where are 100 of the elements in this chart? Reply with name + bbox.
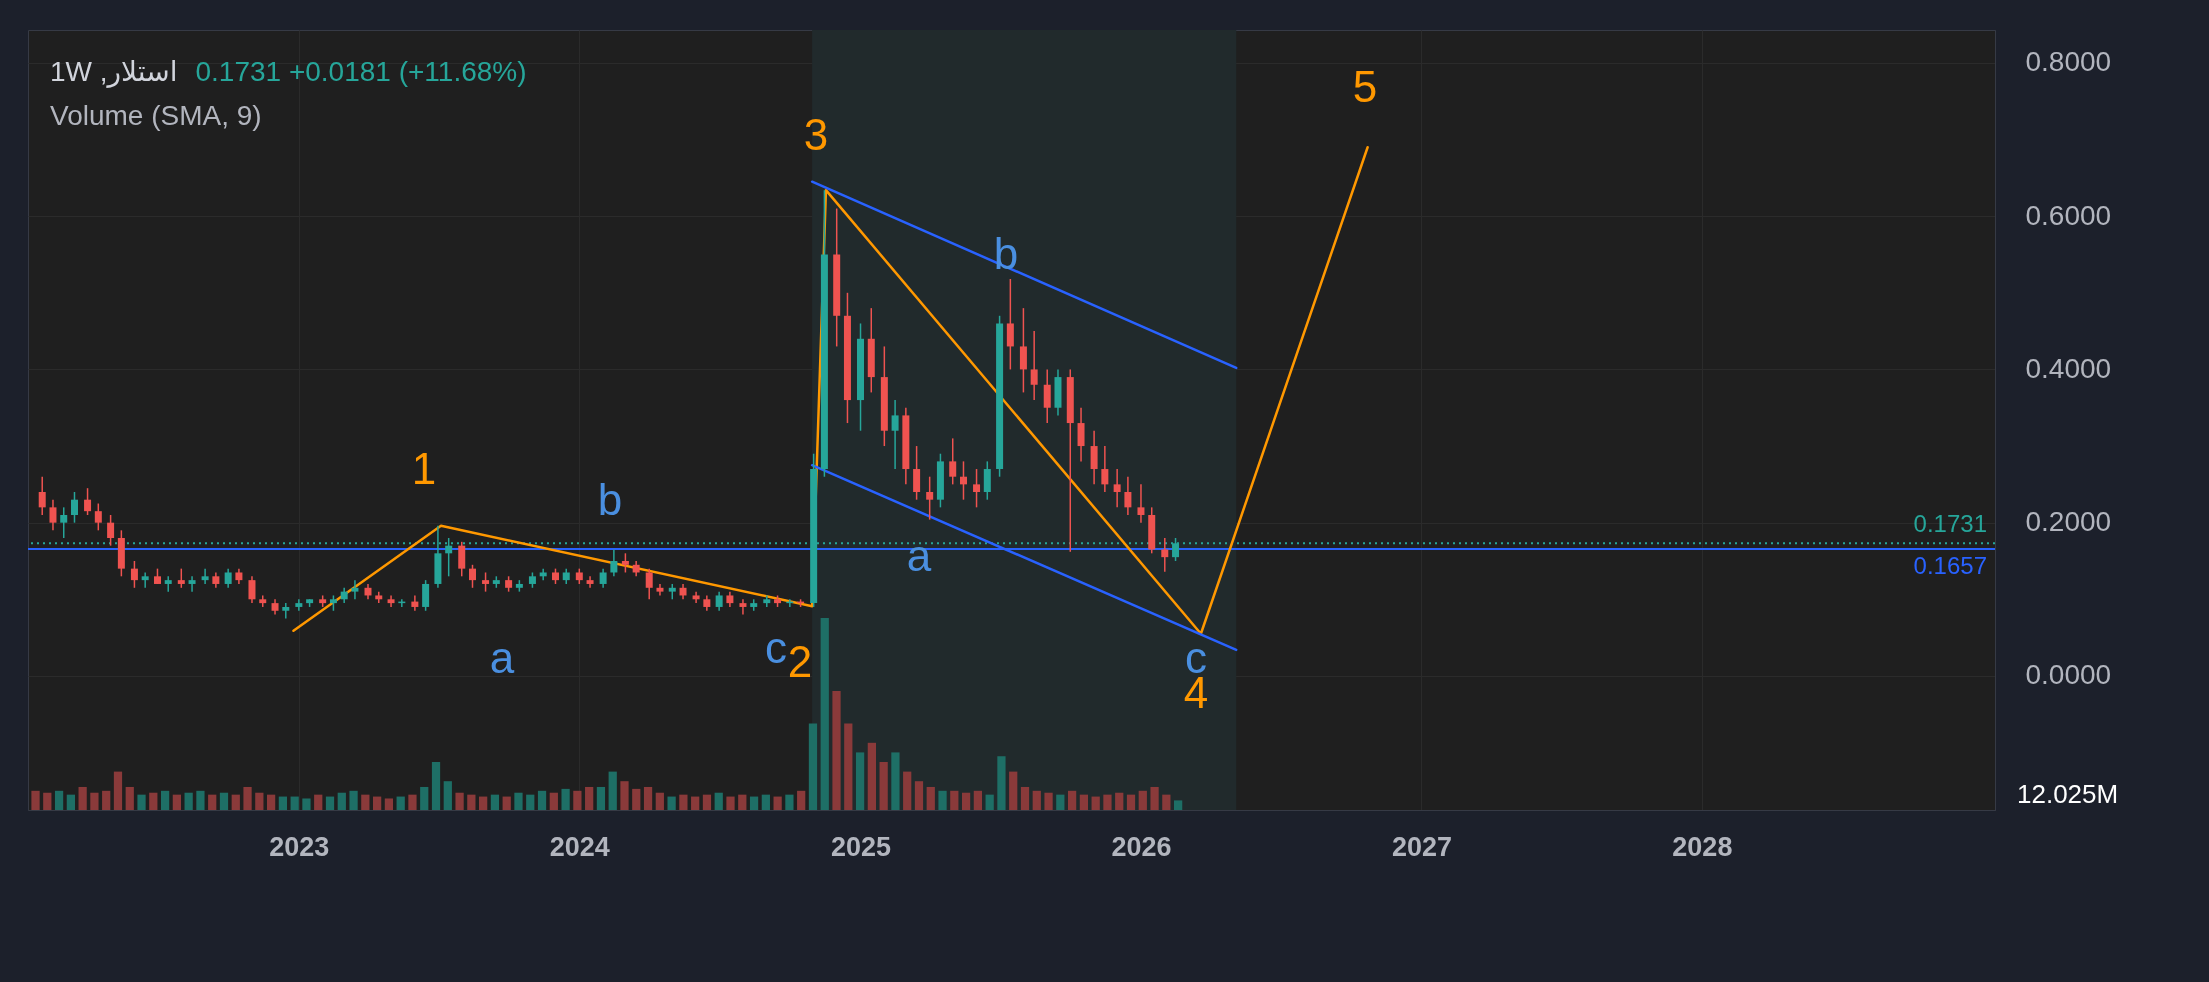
bar bbox=[219, 792, 229, 810]
bar bbox=[54, 790, 64, 810]
bar bbox=[149, 792, 158, 810]
bar bbox=[549, 792, 558, 810]
bar bbox=[714, 792, 723, 810]
bar bbox=[1174, 800, 1183, 810]
bar bbox=[1091, 796, 1100, 810]
candlestick bbox=[141, 571, 149, 589]
bar bbox=[90, 792, 99, 810]
bar bbox=[914, 781, 924, 810]
bar bbox=[961, 792, 971, 810]
bar bbox=[761, 794, 770, 810]
candlestick bbox=[70, 491, 78, 524]
bar bbox=[1138, 790, 1147, 810]
x-tick-label: 2024 bbox=[549, 831, 610, 862]
candlestick bbox=[248, 575, 256, 604]
candlestick bbox=[1019, 307, 1027, 394]
bar bbox=[125, 786, 134, 810]
bar bbox=[337, 792, 346, 810]
bar bbox=[620, 781, 629, 810]
candlestick bbox=[1030, 330, 1038, 401]
bar bbox=[1103, 794, 1112, 810]
bar bbox=[467, 794, 476, 810]
candlestick bbox=[94, 502, 102, 532]
annotation: 5 bbox=[1352, 62, 1378, 111]
bar bbox=[1150, 786, 1159, 810]
bar bbox=[420, 786, 429, 810]
bar bbox=[373, 796, 382, 810]
candlestick bbox=[84, 487, 92, 516]
bar bbox=[208, 794, 217, 810]
candlestick bbox=[949, 437, 957, 486]
x-tick-label: 2027 bbox=[1391, 831, 1452, 862]
bar bbox=[537, 790, 547, 810]
bar bbox=[832, 690, 841, 810]
candlestick bbox=[107, 514, 115, 547]
y-tick-label: 0.0000 bbox=[2025, 659, 2112, 691]
bar bbox=[997, 756, 1006, 810]
bar bbox=[585, 786, 594, 810]
bar bbox=[137, 794, 146, 810]
candlestick bbox=[458, 541, 466, 578]
bar bbox=[643, 786, 653, 810]
bar bbox=[655, 792, 664, 810]
bar bbox=[184, 792, 193, 810]
bar bbox=[1115, 792, 1124, 810]
bar bbox=[302, 798, 311, 810]
bar bbox=[879, 762, 888, 810]
candlestick bbox=[621, 552, 629, 574]
candlestick bbox=[1006, 278, 1014, 371]
text: 12.025M bbox=[2017, 779, 2119, 809]
bar bbox=[573, 790, 582, 810]
annotation: 1 bbox=[411, 444, 437, 493]
ref-line-label: 0.1657 bbox=[1913, 551, 1987, 579]
candlestick bbox=[973, 468, 981, 509]
bar bbox=[973, 790, 982, 810]
bar bbox=[1079, 794, 1089, 810]
bar bbox=[384, 798, 394, 810]
bar bbox=[855, 752, 865, 810]
candlestick bbox=[913, 445, 921, 501]
bar bbox=[431, 762, 441, 810]
candlestick bbox=[715, 590, 723, 612]
bar bbox=[31, 790, 40, 810]
bar bbox=[891, 752, 900, 810]
bar bbox=[808, 723, 818, 810]
annotation: 3 bbox=[803, 110, 829, 159]
bar bbox=[1009, 771, 1018, 810]
bar bbox=[66, 794, 75, 810]
bar bbox=[820, 618, 829, 810]
bar bbox=[479, 796, 488, 810]
candlestick bbox=[164, 575, 172, 593]
bar bbox=[691, 796, 700, 810]
annotation: 0.1731 +0.0181 (+11.68%) bbox=[195, 56, 527, 87]
candlestick bbox=[188, 575, 196, 593]
ref-line-label: 0.1731 bbox=[1913, 510, 1987, 538]
annotation: a bbox=[489, 633, 515, 682]
bar bbox=[113, 771, 123, 810]
candlestick bbox=[891, 399, 899, 470]
annotation: b bbox=[993, 229, 1019, 278]
bar bbox=[396, 796, 405, 810]
bar bbox=[1020, 786, 1030, 810]
bar bbox=[667, 796, 676, 810]
bar bbox=[502, 796, 511, 810]
text: استلار, 1W bbox=[50, 56, 178, 87]
candlestick bbox=[411, 594, 419, 612]
candlestick bbox=[645, 567, 653, 601]
bar bbox=[738, 794, 747, 810]
y-tick-label: 0.6000 bbox=[2025, 199, 2112, 231]
candlestick bbox=[959, 460, 967, 501]
bar bbox=[160, 790, 170, 810]
candlestick bbox=[130, 560, 138, 589]
candlestick bbox=[422, 579, 430, 612]
candlestick bbox=[49, 498, 57, 532]
bar bbox=[43, 792, 52, 810]
bar bbox=[938, 790, 947, 810]
candlestick bbox=[926, 475, 934, 521]
bar bbox=[349, 790, 358, 810]
annotation: 2 bbox=[787, 637, 813, 686]
bar bbox=[749, 796, 759, 810]
annotation: c bbox=[765, 623, 787, 672]
candlestick bbox=[295, 598, 303, 612]
bar bbox=[278, 796, 288, 810]
